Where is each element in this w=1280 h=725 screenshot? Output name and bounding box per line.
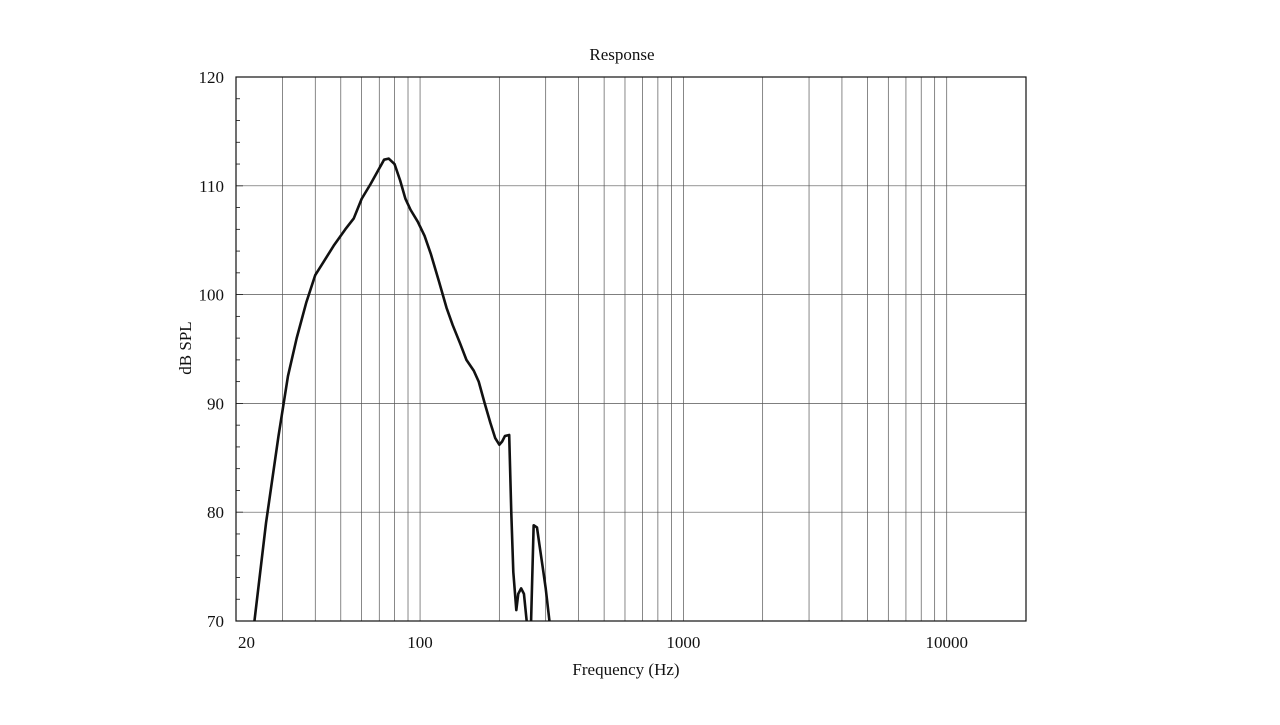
response-curve-segment	[529, 523, 551, 621]
y-tick-label: 80	[207, 503, 224, 522]
grid-lines	[236, 77, 1026, 621]
chart-title: Response	[589, 45, 654, 64]
x-axis-label: Frequency (Hz)	[572, 660, 679, 679]
y-axis-label: dB SPL	[176, 321, 195, 374]
y-tick-label: 100	[199, 286, 225, 305]
response-series	[253, 157, 551, 621]
tick-labels: 70 80 90 100 110 120 20 100 1000 10000	[199, 68, 968, 652]
x-tick-label: 20	[238, 633, 255, 652]
x-tick-label: 1000	[666, 633, 700, 652]
x-tick-label: 10000	[925, 633, 968, 652]
y-tick-label: 110	[199, 177, 224, 196]
y-tick-label: 70	[207, 612, 224, 631]
x-tick-label: 100	[407, 633, 433, 652]
y-tick-label: 90	[207, 394, 224, 413]
axis-ticks	[236, 76, 243, 622]
plot-frame	[235, 76, 1027, 622]
response-curve-segment	[253, 157, 528, 621]
y-tick-label: 120	[199, 68, 225, 87]
